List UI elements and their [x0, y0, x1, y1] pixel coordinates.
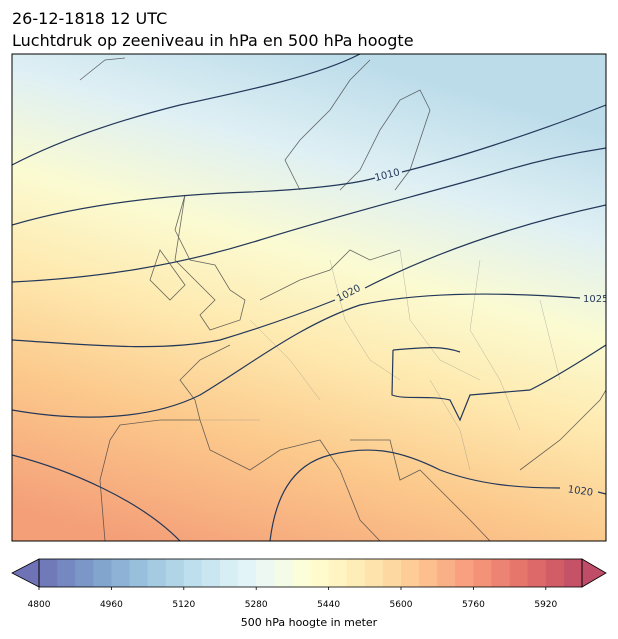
- isobar-label: 1020: [567, 484, 594, 498]
- colorbar-tick-label: 4960: [100, 600, 123, 610]
- colorbar-segment: [93, 559, 112, 587]
- colorbar-segment: [147, 559, 167, 587]
- colorbar-segment: [382, 559, 402, 587]
- colorbar-tick-label: 5600: [390, 600, 413, 610]
- map: 1010 1020 1025 1020: [12, 54, 608, 541]
- colorbar-tick-label: 5120: [172, 600, 195, 610]
- isobar-label: 1025: [583, 294, 608, 305]
- colorbar-segment: [256, 559, 275, 587]
- colorbar-segment: [346, 559, 366, 587]
- colorbar-segment: [527, 559, 547, 587]
- colorbar-segment: [238, 559, 257, 587]
- colorbar-segment: [563, 559, 583, 587]
- colorbar-segment: [545, 559, 565, 587]
- colorbar-segment: [328, 559, 348, 587]
- colorbar-segment: [437, 559, 456, 587]
- colorbar-segment: [292, 559, 311, 587]
- colorbar-extend-high: [581, 558, 607, 588]
- coastlines: [79, 57, 606, 541]
- colorbar-label: 500 hPa hoogte in meter: [241, 616, 378, 629]
- colorbar-segment: [274, 559, 293, 587]
- colorbar-tick-label: 5440: [317, 600, 340, 610]
- colorbar-tick-label: 4800: [28, 600, 51, 610]
- colorbar-segment: [401, 559, 420, 587]
- height-field: [12, 54, 606, 541]
- isobars: [12, 54, 606, 541]
- colorbar-segment: [39, 559, 58, 587]
- colorbar-segment: [183, 559, 203, 587]
- colorbar-segment: [75, 559, 94, 587]
- colorbar-tick-label: 5920: [534, 600, 557, 610]
- colorbar-segment: [491, 559, 511, 587]
- subtitle: Luchtdruk op zeeniveau in hPa en 500 hPa…: [12, 31, 414, 50]
- colorbar-segment: [364, 559, 384, 587]
- colorbar-segment: [419, 559, 438, 587]
- colorbar-extend-low: [11, 558, 40, 588]
- colorbar-segment: [220, 559, 239, 587]
- colorbar-segment: [201, 559, 221, 587]
- colorbar-segment: [165, 559, 185, 587]
- colorbar: 4800 4960 5120 5280 5440 5600 5760 5920: [11, 558, 607, 610]
- colorbar-segment: [57, 559, 76, 587]
- colorbar-segment: [310, 559, 330, 587]
- colorbar-segment: [455, 559, 474, 587]
- title: 26-12-1818 12 UTC: [12, 9, 167, 28]
- colorbar-frame: [38, 558, 583, 588]
- colorbar-tick-label: 5280: [245, 600, 268, 610]
- colorbar-segment: [473, 559, 492, 587]
- colorbar-tick-label: 5760: [462, 600, 485, 610]
- colorbar-segment: [509, 559, 529, 587]
- borders: [200, 249, 561, 471]
- colorbar-segment: [111, 559, 130, 587]
- map-frame: [11, 53, 607, 542]
- colorbar-segment: [129, 559, 149, 587]
